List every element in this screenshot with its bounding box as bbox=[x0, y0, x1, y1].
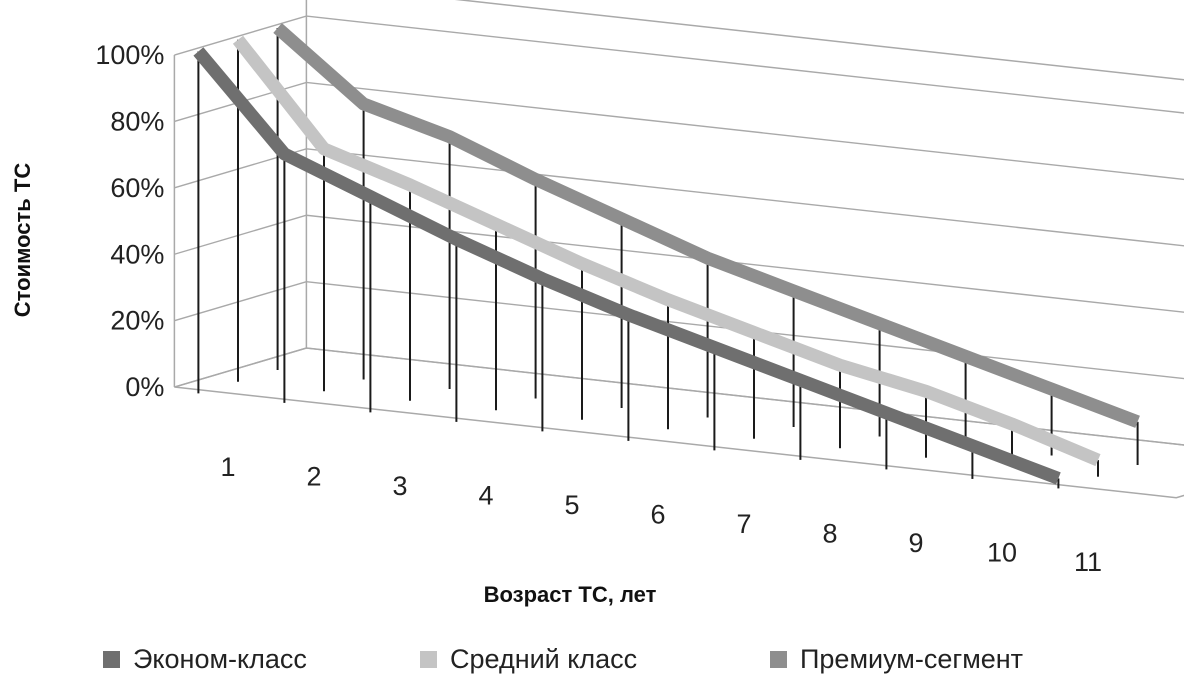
x-tick-label: 8 bbox=[822, 519, 837, 549]
legend-swatch-2 bbox=[420, 651, 437, 668]
legend-label-1: Эконом-класс bbox=[133, 644, 307, 674]
series-line-2 bbox=[232, 35, 1101, 467]
x-tick-label: 4 bbox=[478, 481, 493, 511]
legend: Эконом-класс Средний класс Премиум-сегмент bbox=[103, 644, 1023, 674]
y-axis-ticks: 0% 20% 40% 60% 80% 100% bbox=[95, 40, 164, 402]
gridlines bbox=[174, 15, 1184, 446]
x-tick-label: 3 bbox=[392, 471, 407, 501]
x-tick-label: 2 bbox=[306, 462, 321, 492]
gridline-40pct bbox=[174, 214, 1184, 313]
legend-label-2: Средний класс bbox=[450, 644, 637, 674]
series-line-3 bbox=[273, 23, 1140, 428]
x-axis-ticks: 1 2 3 4 5 6 7 8 9 10 11 bbox=[220, 452, 1102, 577]
y-tick-label: 80% bbox=[110, 106, 164, 136]
x-tick-label: 7 bbox=[736, 509, 751, 539]
legend-swatch-3 bbox=[770, 651, 787, 668]
gridline-80pct bbox=[174, 81, 1184, 181]
series-layer bbox=[193, 23, 1140, 485]
x-tick-label: 6 bbox=[650, 500, 665, 530]
x-tick-label: 5 bbox=[564, 490, 579, 520]
x-tick-label: 1 bbox=[220, 452, 235, 482]
x-tick-label: 10 bbox=[987, 538, 1017, 568]
gridline-0pct bbox=[174, 347, 1184, 446]
y-tick-label: 20% bbox=[110, 306, 164, 336]
y-tick-label: 100% bbox=[95, 40, 164, 70]
legend-label-3: Премиум-сегмент bbox=[800, 644, 1023, 674]
back-wall-top-edge bbox=[454, 0, 1184, 81]
gridline-100pct bbox=[174, 15, 1184, 114]
series-line-1 bbox=[193, 47, 1061, 485]
x-tick-label: 9 bbox=[908, 528, 923, 558]
y-tick-label: 40% bbox=[110, 239, 164, 269]
y-axis-title: Стоимость ТС bbox=[10, 163, 35, 318]
legend-swatch-1 bbox=[103, 651, 120, 668]
y-tick-label: 60% bbox=[110, 173, 164, 203]
x-axis-title: Возраст ТС, лет bbox=[484, 582, 657, 607]
gridline-60pct bbox=[174, 148, 1184, 247]
x-tick-label: 11 bbox=[1074, 547, 1102, 577]
y-tick-label: 0% bbox=[125, 372, 164, 402]
